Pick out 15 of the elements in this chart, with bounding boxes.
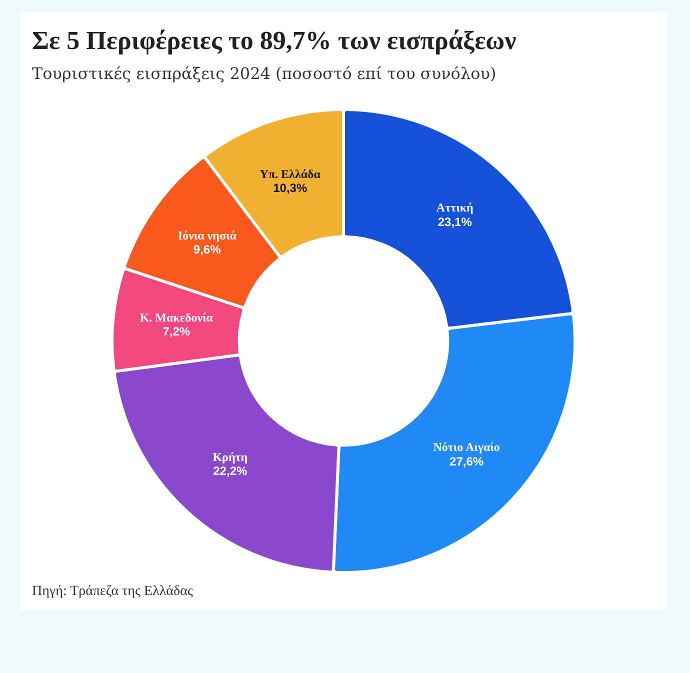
- data-label: 23,1%: [438, 214, 472, 229]
- slice-label: Νότιο Αιγαίο: [433, 440, 500, 454]
- chart-subtitle: Τουριστικές εισπράξεις 2024 (ποσοστό επί του συνόλου): [32, 64, 496, 83]
- slice-label: Υπ. Ελλάδα: [260, 166, 321, 181]
- data-label: 27,6%: [450, 454, 484, 468]
- data-label: 9,6%: [193, 242, 222, 257]
- slice-label: Αττική: [436, 200, 474, 215]
- text: Πηγή: Τράπεζα της Ελλάδας: [32, 584, 193, 600]
- slice-label: Κρήτη: [212, 450, 248, 464]
- slice-label: Κ. Μακεδονία: [140, 310, 214, 324]
- data-label: 7,2%: [162, 324, 190, 339]
- data-label: 22,2%: [213, 464, 248, 478]
- slice-label: Ιόνια νησιά: [178, 228, 237, 242]
- data-label: 10,3%: [273, 181, 308, 196]
- chart-title: Σε 5 Περιφέρειες το 89,7% των εισπράξεων: [32, 26, 516, 56]
